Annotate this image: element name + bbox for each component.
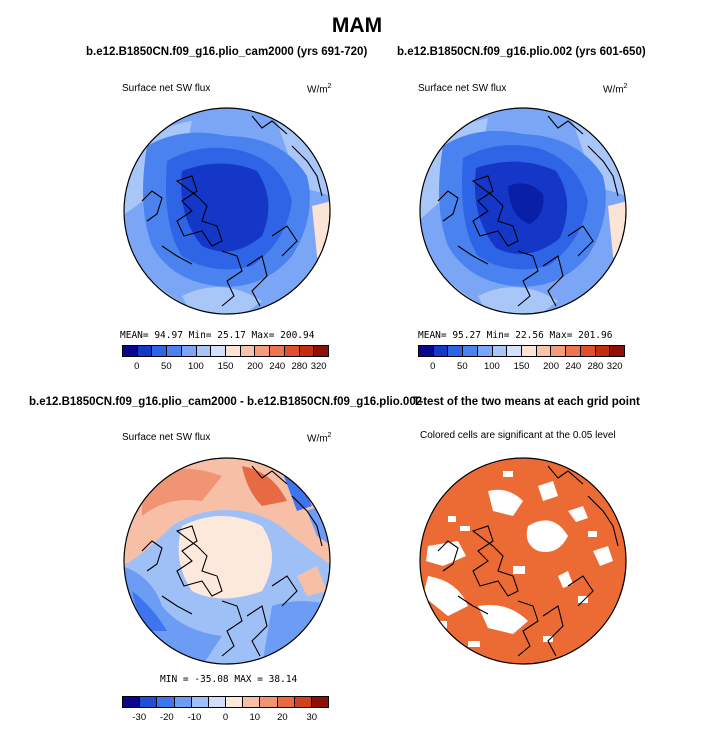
top-right-colorbar-ticks: 0 50 100 150 200 240 280 320: [418, 361, 625, 373]
top-left-colorbar-swatch: [211, 346, 227, 356]
top-left-colorbar-swatch: [255, 346, 271, 356]
top-left-colorbar-swatch: [137, 346, 153, 356]
top-left-colorbar-swatch: [270, 346, 285, 356]
top-left-colorbar-swatch: [299, 346, 315, 356]
bottom-right-subtitle: Colored cells are significant at the 0.0…: [420, 430, 616, 441]
top-right-colorbar-swatch: [463, 346, 478, 356]
top-left-colorbar-tick-label: 0: [134, 361, 140, 372]
top-right-colorbar-tick-label: 240: [565, 361, 582, 372]
top-right-colorbar-swatch: [580, 346, 596, 356]
top-left-colorbar-ticks: 0 50 100 150 200 240 280 320: [122, 361, 329, 373]
top-right-colorbar-tick-label: 150: [513, 361, 530, 372]
top-left-colorbar-swatch: [284, 346, 300, 356]
bottom-left-colorbar-swatch: [311, 697, 329, 707]
top-left-colorbar-swatch: [167, 346, 182, 356]
top-right-units: W/m2: [603, 83, 628, 96]
top-left-colorbar-swatch: [196, 346, 212, 356]
bottom-left-stats: MIN = -35.08 MAX = 38.14: [160, 674, 298, 685]
bottom-left-colorbar-swatch: [294, 697, 312, 707]
top-left-polar-map: [123, 107, 331, 315]
top-left-case-title: b.e12.B1850CN.f09_g16.plio_cam2000 (yrs …: [86, 46, 368, 58]
bottom-left-colorbar-swatch: [123, 697, 141, 707]
bottom-left-polar-map: [123, 457, 331, 665]
top-right-colorbar-swatch: [433, 346, 449, 356]
top-right-colorbar-swatch: [536, 346, 552, 356]
top-left-colorbar-tick-label: 280: [291, 361, 308, 372]
top-right-colorbar-swatch: [595, 346, 611, 356]
top-left-colorbar-tick-label: 100: [187, 361, 204, 372]
top-right-colorbar-swatch: [522, 346, 537, 356]
bottom-left-colorbar-tick-label: 0: [222, 712, 229, 723]
bottom-left-colorbar-tick-label: -30: [132, 712, 147, 723]
top-right-stats: MEAN= 95.27 Min= 22.56 Max= 201.96: [418, 330, 613, 341]
top-left-colorbar-swatch: [123, 346, 138, 356]
top-left-colorbar-tick-label: 200: [247, 361, 263, 372]
top-right-case-title: b.e12.B1850CN.f09_g16.plio.002 (yrs 601-…: [397, 46, 646, 58]
top-left-units: W/m2: [307, 83, 332, 96]
top-right-colorbar-tick-label: 200: [543, 361, 559, 372]
top-left-colorbar-swatch: [240, 346, 256, 356]
bottom-left-colorbar-tick-label: 20: [277, 712, 288, 723]
bottom-left-colorbar-tick-label: 30: [306, 712, 318, 723]
bottom-right-significance-map: [419, 457, 627, 665]
top-right-colorbar-swatch: [492, 346, 508, 356]
top-right-colorbar-tick-label: 100: [483, 361, 500, 372]
bottom-left-colorbar: [122, 696, 329, 708]
top-left-colorbar-swatch: [314, 346, 329, 356]
top-right-colorbar-swatch: [551, 346, 567, 356]
bottom-left-colorbar-swatch: [226, 697, 244, 707]
top-right-variable: Surface net SW flux: [418, 83, 507, 94]
top-right-colorbar-tick-label: 280: [587, 361, 604, 372]
bottom-left-colorbar-tick-label: -20: [159, 712, 174, 723]
top-right-colorbar-swatch: [477, 346, 493, 356]
top-right-colorbar-swatch: [507, 346, 523, 356]
top-right-colorbar: [418, 345, 625, 357]
top-left-stats: MEAN= 94.97 Min= 25.17 Max= 200.94: [120, 330, 315, 341]
bottom-right-ttest-title: T-test of the two means at each grid poi…: [413, 396, 640, 408]
bottom-left-colorbar-swatch: [208, 697, 227, 707]
bottom-left-colorbar-swatch: [140, 697, 158, 707]
bottom-left-colorbar-tick-label: -10: [187, 712, 202, 723]
top-right-colorbar-swatch: [448, 346, 464, 356]
bottom-left-colorbar-tick-label: 10: [249, 712, 261, 723]
top-left-colorbar-tick-label: 240: [269, 361, 286, 372]
figure-title: MAM: [331, 14, 383, 37]
top-left-colorbar-tick-label: 150: [217, 361, 234, 372]
bottom-left-variable: Surface net SW flux: [122, 432, 211, 443]
top-right-colorbar-swatch: [419, 346, 434, 356]
top-left-variable: Surface net SW flux: [122, 83, 211, 94]
bottom-left-colorbar-swatch: [191, 697, 209, 707]
top-left-colorbar-swatch: [152, 346, 168, 356]
top-left-colorbar-swatch: [181, 346, 197, 356]
top-left-colorbar-tick-label: 320: [310, 361, 327, 372]
top-right-colorbar-tick-label: 0: [430, 361, 436, 372]
bottom-left-colorbar-ticks: -30 -20 -10 0 10 20 30: [122, 712, 329, 724]
top-right-colorbar-tick-label: 50: [457, 361, 468, 372]
top-right-polar-map: [419, 107, 627, 315]
top-right-colorbar-swatch: [610, 346, 625, 356]
bottom-left-diff-title: b.e12.B1850CN.f09_g16.plio_cam2000 - b.e…: [29, 396, 423, 408]
bottom-left-units: W/m2: [307, 432, 332, 445]
bottom-left-colorbar-swatch: [174, 697, 192, 707]
bottom-left-colorbar-swatch: [260, 697, 278, 707]
bottom-left-colorbar-swatch: [243, 697, 261, 707]
top-left-colorbar-swatch: [226, 346, 241, 356]
top-left-colorbar: [122, 345, 329, 357]
top-right-colorbar-tick-label: 320: [606, 361, 623, 372]
bottom-left-colorbar-swatch: [157, 697, 175, 707]
bottom-left-colorbar-swatch: [277, 697, 295, 707]
top-left-colorbar-tick-label: 50: [161, 361, 172, 372]
top-right-colorbar-swatch: [566, 346, 581, 356]
